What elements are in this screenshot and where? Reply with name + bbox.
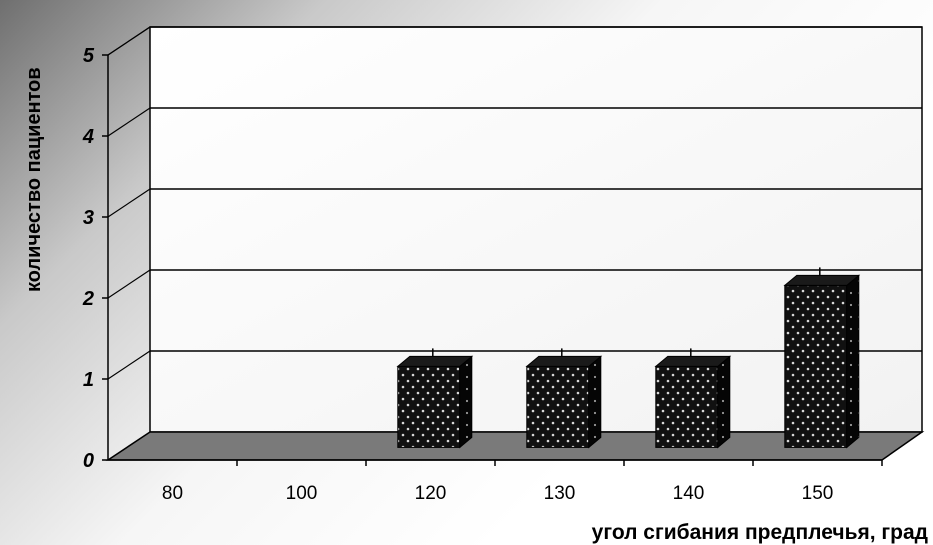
- y-tick-label: 2: [82, 288, 94, 310]
- bar: [654, 348, 732, 449]
- grid-connector: [107, 107, 151, 137]
- bar-top-face: [525, 355, 603, 367]
- bar-series: [396, 267, 861, 449]
- bar: [783, 267, 861, 449]
- x-tick-label: 120: [415, 483, 447, 504]
- y-tick-label: 5: [83, 45, 95, 67]
- bar: [396, 348, 474, 449]
- x-tick-label: 130: [544, 483, 576, 504]
- x-axis-title: угол сгибания предплечья, град: [592, 521, 928, 544]
- grid-connector: [107, 350, 151, 380]
- y-tick-label: 0: [83, 450, 94, 472]
- grid-connector: [107, 269, 151, 299]
- x-tick-label: 140: [673, 483, 705, 504]
- bar-top-face: [783, 274, 861, 286]
- bar-side-face: [846, 274, 860, 449]
- bar-front-face: [655, 365, 719, 448]
- bar-front-face: [526, 365, 590, 448]
- bar-side-face: [717, 355, 731, 449]
- x-tick-label: 150: [802, 483, 834, 504]
- bar-front-face: [397, 365, 461, 448]
- side-wall: [108, 27, 150, 460]
- bar-top-face: [654, 355, 732, 367]
- y-axis-title: количество пациентов: [23, 67, 45, 292]
- bar: [525, 348, 603, 449]
- bar-side-face: [459, 355, 473, 449]
- bar-top-face: [396, 355, 474, 367]
- x-tick-label: 80: [162, 483, 183, 504]
- axis-ticks: 0 1 2 3 4 5 80 100 120 130 140 150: [82, 45, 883, 504]
- bar-front-face: [784, 284, 848, 448]
- y-tick-label: 4: [82, 126, 94, 148]
- grid-connector: [107, 26, 151, 56]
- grid-connector: [107, 188, 151, 218]
- y-tick-label: 1: [83, 369, 94, 391]
- bar-side-face: [588, 355, 602, 449]
- y-tick-label: 3: [83, 207, 94, 229]
- x-tick-label: 100: [286, 483, 318, 504]
